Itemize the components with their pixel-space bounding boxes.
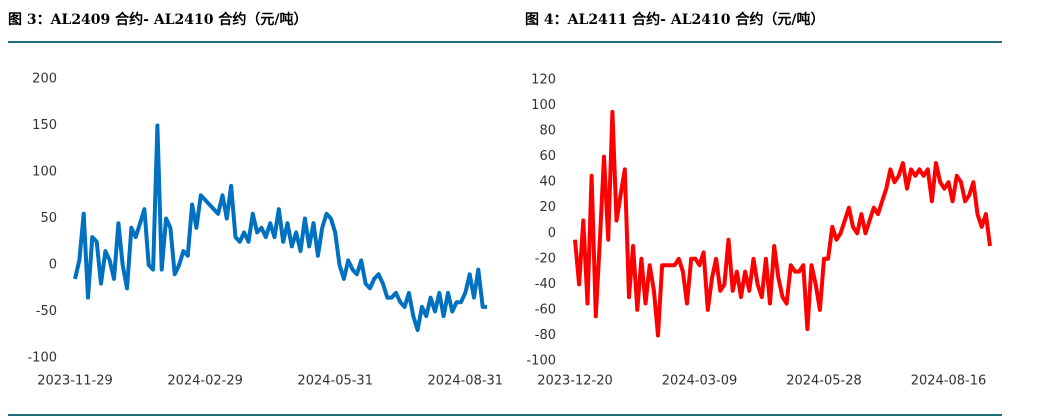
x-tick-label: 2024-02-29 [167, 374, 243, 389]
y-tick-label: 50 [40, 211, 57, 226]
y-tick-label: -100 [27, 351, 57, 366]
x-tick-label: 2023-12-20 [537, 374, 613, 389]
x-tick-label: 2024-08-16 [911, 374, 987, 389]
y-tick-label: 150 [32, 118, 57, 133]
x-tick-label: 2023-11-29 [37, 374, 113, 389]
y-tick-label: 200 [32, 72, 57, 87]
y-tick-label: 100 [32, 165, 57, 180]
y-tick-label: 0 [548, 226, 556, 241]
y-tick-label: -20 [535, 251, 556, 266]
x-tick-label: 2024-05-31 [297, 374, 373, 389]
y-tick-label: 0 [49, 258, 57, 273]
x-tick-label: 2024-05-28 [786, 374, 862, 389]
y-tick-label: -50 [36, 304, 57, 319]
y-tick-label: -80 [535, 328, 556, 343]
y-tick-label: -60 [535, 302, 556, 317]
y-tick-label: 100 [531, 98, 556, 113]
data-line [573, 109, 992, 338]
x-tick-label: 2024-08-31 [428, 374, 504, 389]
y-tick-label: 40 [539, 175, 556, 190]
y-tick-label: 60 [539, 149, 556, 164]
data-line [73, 123, 487, 333]
y-tick-label: -100 [526, 354, 556, 369]
chart-title: 图 3：AL2409 合约- AL2410 合约（元/吨） [8, 11, 308, 28]
y-tick-label: 20 [539, 200, 556, 215]
chart-title: 图 4：AL2411 合约- AL2410 合约（元/吨） [525, 11, 825, 28]
y-tick-label: -40 [535, 277, 556, 292]
y-tick-label: 120 [531, 73, 556, 88]
y-tick-label: 80 [539, 124, 556, 139]
x-tick-label: 2024-03-09 [662, 374, 738, 389]
